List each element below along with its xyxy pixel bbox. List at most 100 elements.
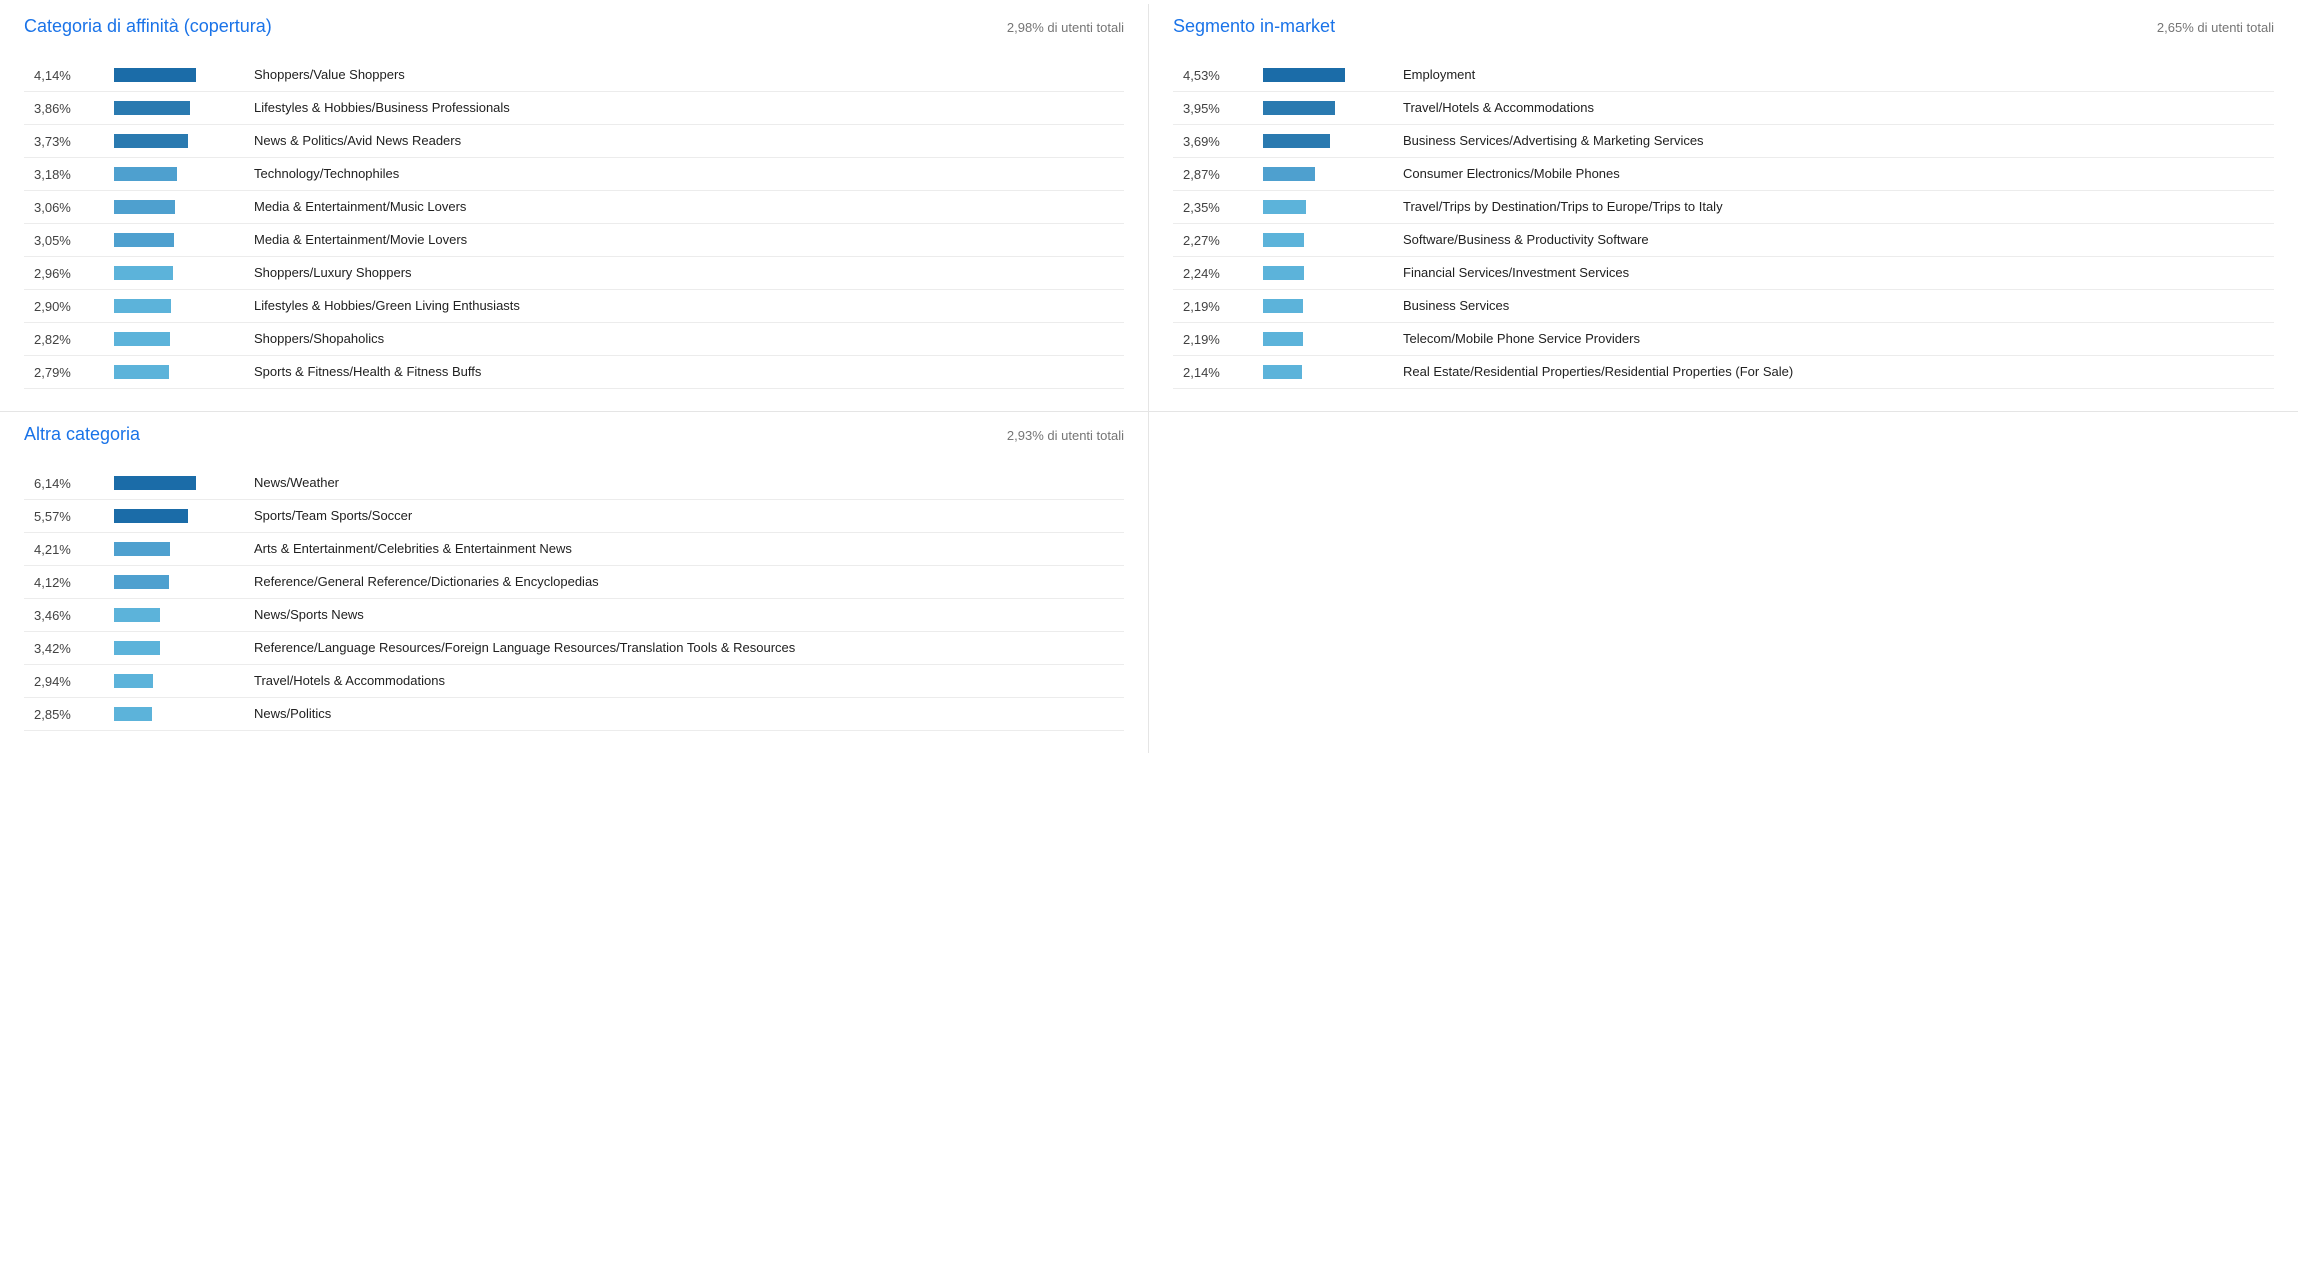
table-row[interactable]: 2,82%Shoppers/Shopaholics — [24, 323, 1124, 356]
row-bar-cell — [1263, 167, 1383, 181]
row-percent: 4,14% — [24, 68, 114, 83]
other-panel: Altra categoria 2,93% di utenti totali 6… — [0, 412, 1149, 753]
table-row[interactable]: 3,73%News & Politics/Avid News Readers — [24, 125, 1124, 158]
row-label: Lifestyles & Hobbies/Green Living Enthus… — [234, 297, 1124, 315]
row-bar-cell — [114, 542, 234, 556]
row-bar-cell — [114, 101, 234, 115]
row-percent: 2,96% — [24, 266, 114, 281]
table-row[interactable]: 4,14%Shoppers/Value Shoppers — [24, 59, 1124, 92]
table-row[interactable]: 3,95%Travel/Hotels & Accommodations — [1173, 92, 2274, 125]
row-percent: 2,19% — [1173, 299, 1263, 314]
table-row[interactable]: 2,19%Telecom/Mobile Phone Service Provid… — [1173, 323, 2274, 356]
row-percent: 4,12% — [24, 575, 114, 590]
table-row[interactable]: 3,86% Lifestyles & Hobbies/Business Profe… — [24, 92, 1124, 125]
row-bar — [114, 674, 153, 688]
table-row[interactable]: 2,85% News/Politics — [24, 698, 1124, 731]
row-percent: 2,24% — [1173, 266, 1263, 281]
table-row[interactable]: 4,12%Reference/General Reference/Diction… — [24, 566, 1124, 599]
table-row[interactable]: 3,42%Reference/Language Resources/Foreig… — [24, 632, 1124, 665]
table-row[interactable]: 2,96% Shoppers/Luxury Shoppers — [24, 257, 1124, 290]
top-row: Categoria di affinità (copertura) 2,98% … — [0, 4, 2298, 412]
row-label: Real Estate/Residential Properties/Resid… — [1383, 363, 2274, 381]
row-label: Shoppers/Shopaholics — [234, 330, 1124, 348]
table-row[interactable]: 3,18% Technology/Technophiles — [24, 158, 1124, 191]
table-row[interactable]: 4,53%Employment — [1173, 59, 2274, 92]
row-bar-cell — [114, 674, 234, 688]
row-label: Arts & Entertainment/Celebrities & Enter… — [234, 540, 1124, 558]
table-row[interactable]: 2,87%Consumer Electronics/Mobile Phones — [1173, 158, 2274, 191]
table-row[interactable]: 2,27% Software/Business & Productivity So… — [1173, 224, 2274, 257]
row-percent: 2,94% — [24, 674, 114, 689]
row-label: Consumer Electronics/Mobile Phones — [1383, 165, 2274, 183]
row-bar-cell — [114, 167, 234, 181]
panel-title-link[interactable]: Segmento in-market — [1173, 16, 1335, 37]
row-bar-cell — [1263, 233, 1383, 247]
panel-subtitle: 2,98% di utenti totali — [1007, 20, 1124, 35]
row-label: Travel/Hotels & Accommodations — [234, 672, 1124, 690]
row-bar-cell — [114, 575, 234, 589]
row-percent: 2,27% — [1173, 233, 1263, 248]
row-bar — [114, 233, 174, 247]
row-bar — [114, 476, 196, 490]
row-label: Employment — [1383, 66, 2274, 84]
row-bar — [114, 101, 190, 115]
row-bar — [114, 575, 169, 589]
row-bar — [114, 641, 160, 655]
row-percent: 3,42% — [24, 641, 114, 656]
panel-header: Segmento in-market 2,65% di utenti total… — [1173, 16, 2274, 37]
table-row[interactable]: 2,94% Travel/Hotels & Accommodations — [24, 665, 1124, 698]
row-percent: 3,86% — [24, 101, 114, 116]
panel-title-link[interactable]: Categoria di affinità (copertura) — [24, 16, 272, 37]
row-bar-cell — [114, 68, 234, 82]
row-label: News/Sports News — [234, 606, 1124, 624]
row-label: Technology/Technophiles — [234, 165, 1124, 183]
row-bar — [114, 365, 169, 379]
table-row[interactable]: 6,14%News/Weather — [24, 467, 1124, 500]
panel-title-link[interactable]: Altra categoria — [24, 424, 140, 445]
row-label: News/Weather — [234, 474, 1124, 492]
row-bar — [1263, 332, 1303, 346]
row-bar — [114, 707, 152, 721]
table-row[interactable]: 3,06%Media & Entertainment/Music Lovers — [24, 191, 1124, 224]
row-percent: 2,79% — [24, 365, 114, 380]
row-bar — [114, 509, 188, 523]
row-label: Software/Business & Productivity Softwar… — [1383, 231, 2274, 249]
row-percent: 2,35% — [1173, 200, 1263, 215]
row-percent: 2,85% — [24, 707, 114, 722]
row-bar-cell — [114, 299, 234, 313]
panel-header: Altra categoria 2,93% di utenti totali — [24, 424, 1124, 445]
row-percent: 3,46% — [24, 608, 114, 623]
affinity-panel: Categoria di affinità (copertura) 2,98% … — [0, 4, 1149, 411]
row-bar — [114, 299, 171, 313]
row-bar — [1263, 233, 1304, 247]
row-label: Shoppers/Luxury Shoppers — [234, 264, 1124, 282]
table-row[interactable]: 3,05%Media & Entertainment/Movie Lovers — [24, 224, 1124, 257]
row-bar — [114, 332, 170, 346]
panel-subtitle: 2,65% di utenti totali — [2157, 20, 2274, 35]
table-row[interactable]: 2,35%Travel/Trips by Destination/Trips t… — [1173, 191, 2274, 224]
row-bar-cell — [114, 200, 234, 214]
table-row[interactable]: 3,69%Business Services/Advertising & Mar… — [1173, 125, 2274, 158]
table-row[interactable]: 2,90%Lifestyles & Hobbies/Green Living E… — [24, 290, 1124, 323]
row-label: Media & Entertainment/Music Lovers — [234, 198, 1124, 216]
row-label: Business Services/Advertising & Marketin… — [1383, 132, 2274, 150]
row-bar-cell — [114, 641, 234, 655]
inmarket-rows: 4,53%Employment3,95%Travel/Hotels & Acco… — [1173, 59, 2274, 389]
row-percent: 4,21% — [24, 542, 114, 557]
row-percent: 3,73% — [24, 134, 114, 149]
table-row[interactable]: 4,21% Arts & Entertainment/Celebrities & … — [24, 533, 1124, 566]
inmarket-panel: Segmento in-market 2,65% di utenti total… — [1149, 4, 2298, 411]
table-row[interactable]: 2,14%Real Estate/Residential Properties/… — [1173, 356, 2274, 389]
row-bar — [114, 134, 188, 148]
table-row[interactable]: 2,24%Financial Services/Investment Servi… — [1173, 257, 2274, 290]
row-bar — [114, 167, 177, 181]
row-label: Travel/Hotels & Accommodations — [1383, 99, 2274, 117]
row-label: Lifestyles & Hobbies/Business Profession… — [234, 99, 1124, 117]
row-bar-cell — [114, 134, 234, 148]
table-row[interactable]: 3,46% News/Sports News — [24, 599, 1124, 632]
table-row[interactable]: 2,19%Business Services — [1173, 290, 2274, 323]
table-row[interactable]: 5,57%Sports/Team Sports/Soccer — [24, 500, 1124, 533]
table-row[interactable]: 2,79%Sports & Fitness/Health & Fitness B… — [24, 356, 1124, 389]
row-percent: 3,18% — [24, 167, 114, 182]
row-label: News/Politics — [234, 705, 1124, 723]
